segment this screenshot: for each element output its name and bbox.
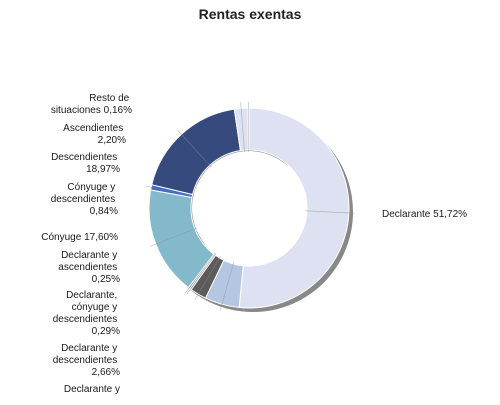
label-declarante-y-ellipsis: Declarante y: [64, 384, 120, 395]
label-declarante: Declarante 51,72%: [382, 209, 467, 220]
label-ascendientes: Ascendientes 2,20%: [63, 123, 126, 146]
donut-center-hole: [192, 151, 306, 265]
chart-title: Rentas exentas: [199, 6, 302, 22]
label-resto: Resto de situaciones 0,16%: [51, 93, 132, 116]
label-conyuge-descendientes: Cónyuge y descendientes 0,84%: [51, 182, 118, 217]
label-declarante-descendientes: Declarante y descendientes 2,66%: [53, 343, 120, 378]
label-declarante-ascendientes: Declarante y ascendientes 0,25%: [58, 250, 120, 285]
label-conyuge: Cónyuge 17,60%: [41, 232, 118, 243]
label-descendientes: Descendientes 18,97%: [51, 152, 120, 175]
slice-group: [149, 108, 349, 308]
label-declarante-conyuge-descendientes: Declarante, cónyuge y descendientes 0,29…: [53, 290, 120, 337]
